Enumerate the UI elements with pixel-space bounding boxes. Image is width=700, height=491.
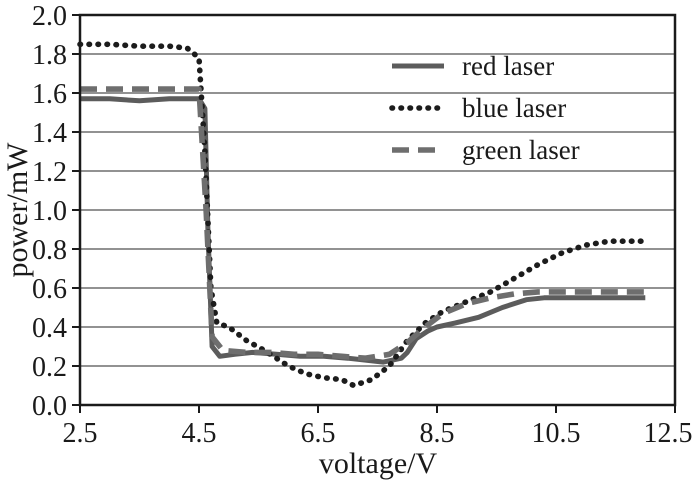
legend-label: red laser <box>462 50 555 81</box>
legend-item-blue-laser: blue laser <box>388 90 580 126</box>
y-tick-label: 0.8 <box>32 235 67 266</box>
legend-label: green laser <box>462 134 580 165</box>
solid-line-sample-icon <box>392 63 444 69</box>
x-tick-label: 4.5 <box>182 418 217 449</box>
y-tick-label: 1.2 <box>32 157 67 188</box>
x-tick-label: 8.5 <box>420 418 455 449</box>
y-tick-label: 1.4 <box>32 118 67 149</box>
y-tick-label: 1.0 <box>32 196 67 227</box>
legend-item-red-laser: red laser <box>388 48 580 84</box>
x-tick-label: 2.5 <box>63 418 98 449</box>
y-axis-label: power/mW <box>1 142 34 278</box>
y-tick-label: 2.0 <box>32 1 67 32</box>
x-tick-label: 6.5 <box>301 418 336 449</box>
y-tick-label: 0.0 <box>32 391 67 422</box>
y-tick-label: 0.6 <box>32 274 67 305</box>
legend-label: blue laser <box>462 92 567 123</box>
x-axis-label: voltage/V <box>318 447 438 480</box>
x-tick-label: 12.5 <box>644 418 693 449</box>
series-blue-laser <box>77 41 649 389</box>
y-tick-label: 1.8 <box>32 40 67 71</box>
legend: red laser blue laser green laser <box>388 48 580 168</box>
series-green-laser <box>80 86 646 362</box>
x-tick-label: 10.5 <box>532 418 581 449</box>
dashed-line-sample-icon <box>392 147 444 153</box>
y-tick-label: 0.4 <box>32 313 67 344</box>
dotted-line-sample-icon <box>389 105 447 111</box>
y-tick-label: 0.2 <box>32 352 67 383</box>
legend-item-green-laser: green laser <box>388 132 580 168</box>
y-tick-label: 1.6 <box>32 79 67 110</box>
